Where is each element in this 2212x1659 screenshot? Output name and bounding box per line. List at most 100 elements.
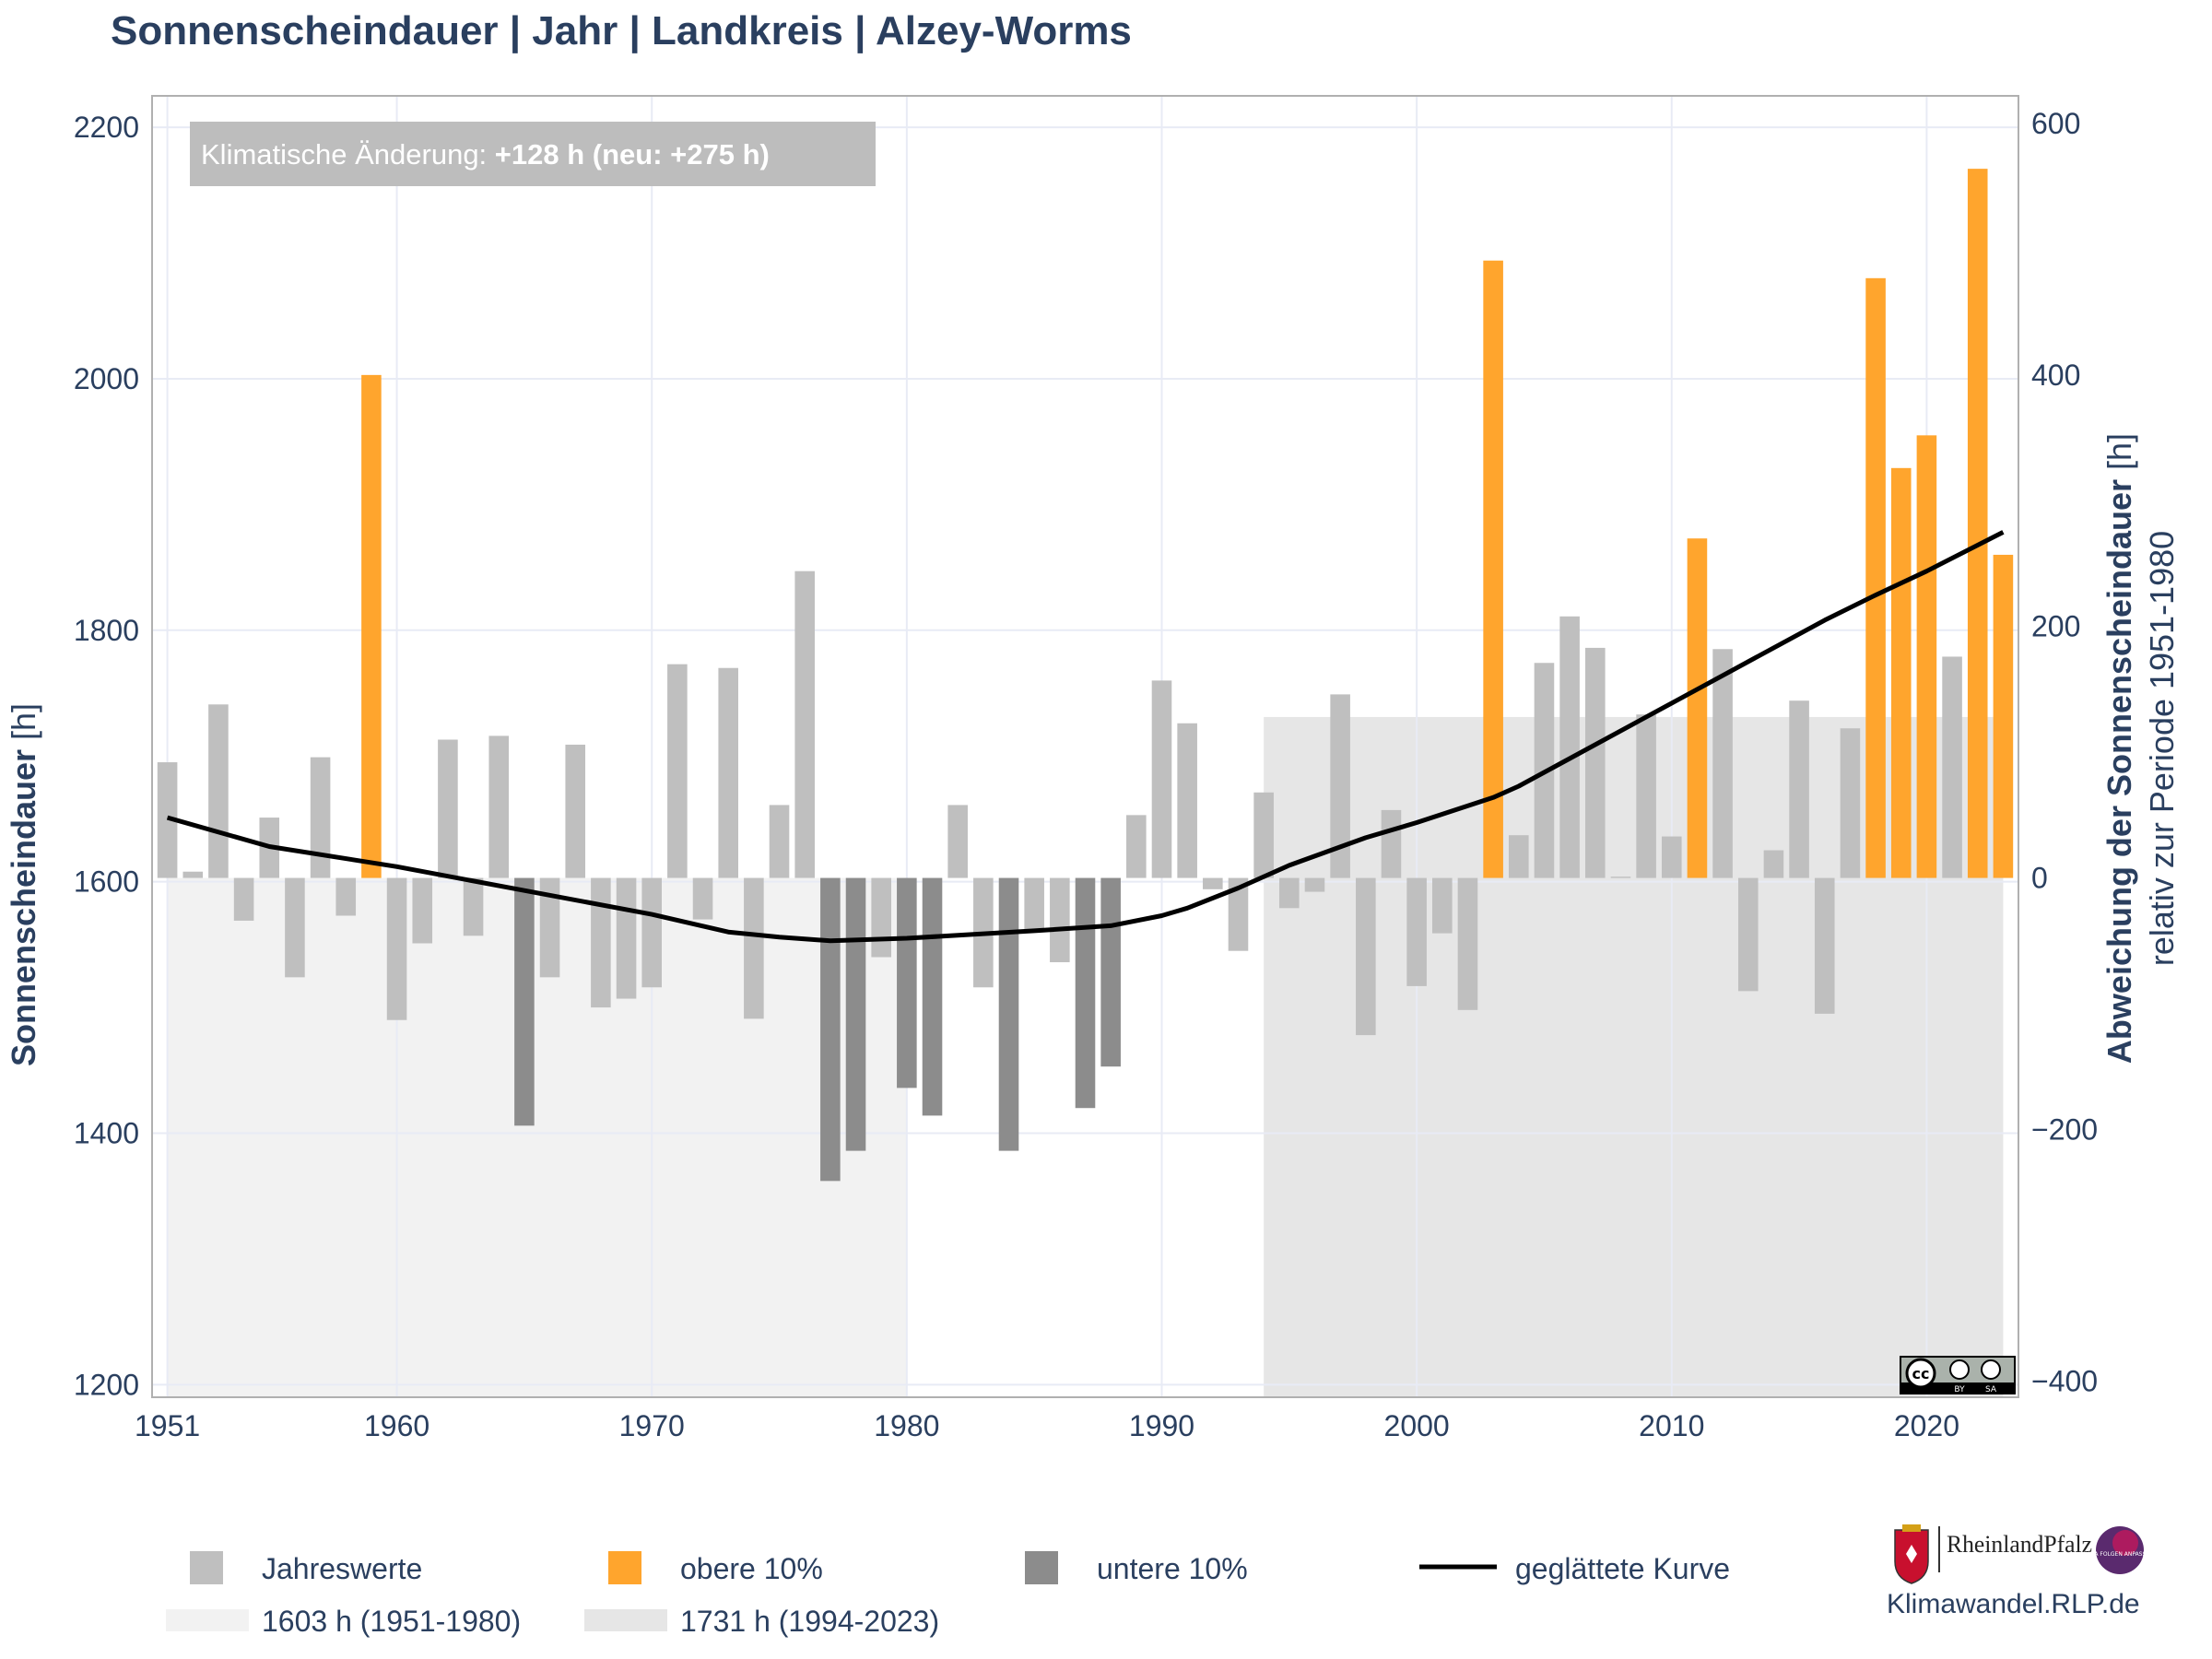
bar-2019 bbox=[1890, 467, 1912, 878]
bar-1952 bbox=[182, 871, 204, 878]
y-tick-label: 1400 bbox=[74, 1117, 139, 1150]
legend-swatch-ref1 bbox=[166, 1609, 249, 1631]
y-tick-label: 2200 bbox=[74, 111, 139, 144]
bar-1996 bbox=[1304, 877, 1325, 892]
bar-1961 bbox=[412, 877, 433, 944]
by-icon bbox=[1949, 1359, 1970, 1380]
y-axis-ticks: 1200 1400 1600 1800 2000 2200 bbox=[74, 111, 139, 1401]
bar-2000 bbox=[1406, 877, 1427, 986]
bar-1985 bbox=[1024, 877, 1044, 930]
bar-1994 bbox=[1253, 792, 1274, 878]
bar-1962 bbox=[438, 739, 458, 878]
bar-2009 bbox=[1636, 714, 1656, 878]
legend-label-upper: obere 10% bbox=[680, 1552, 823, 1585]
legend-swatch-jahreswerte bbox=[190, 1551, 223, 1584]
bar-2004 bbox=[1508, 835, 1529, 878]
bar-1976 bbox=[794, 571, 815, 878]
bar-1998 bbox=[1356, 877, 1376, 1036]
y2-axis-label: Abweichung der Sonnenscheindauer [h] bbox=[2100, 433, 2138, 1064]
bar-1979 bbox=[871, 877, 891, 958]
bar-2021 bbox=[1942, 656, 1962, 878]
bar-2018 bbox=[1865, 277, 1886, 878]
bar-1963 bbox=[463, 877, 484, 936]
bar-2007 bbox=[1584, 647, 1606, 878]
bar-1958 bbox=[335, 877, 357, 916]
y2-tick-label: 0 bbox=[2031, 862, 2048, 895]
bar-2015 bbox=[1789, 700, 1809, 878]
legend-label-ref1: 1603 h (1951-1980) bbox=[262, 1605, 521, 1638]
bar-1989 bbox=[1126, 815, 1147, 878]
bar-2003 bbox=[1483, 260, 1503, 878]
sa-icon bbox=[1981, 1359, 2001, 1380]
bar-1986 bbox=[1050, 877, 1070, 962]
annotation-box bbox=[190, 122, 876, 186]
bar-1984 bbox=[998, 877, 1019, 1151]
bar-1965 bbox=[514, 877, 535, 1126]
legend-swatch-ref2 bbox=[584, 1609, 667, 1631]
x-tick-label: 1970 bbox=[619, 1409, 685, 1442]
bar-1992 bbox=[1203, 877, 1223, 889]
x-tick-label: 1980 bbox=[874, 1409, 939, 1442]
y2-tick-label: −200 bbox=[2031, 1112, 2098, 1146]
bar-2020 bbox=[1916, 435, 1937, 878]
bar-1959 bbox=[361, 374, 382, 878]
bar-1956 bbox=[285, 877, 305, 978]
y2-axis-sublabel: relativ zur Periode 1951-1980 bbox=[2143, 531, 2181, 966]
bar-1967 bbox=[565, 744, 586, 878]
bar-1991 bbox=[1177, 723, 1197, 878]
smoothed-curve bbox=[166, 530, 2005, 944]
y2-tick-label: 200 bbox=[2031, 610, 2080, 643]
x-tick-label: 2020 bbox=[1894, 1409, 1959, 1442]
x-tick-label: 2010 bbox=[1639, 1409, 1704, 1442]
y-tick-label: 1800 bbox=[74, 614, 139, 647]
bar-1971 bbox=[667, 664, 688, 878]
bar-2017 bbox=[1840, 728, 1861, 878]
bar-1964 bbox=[488, 735, 510, 878]
x-axis-ticks: 1951 1960 1970 1980 1990 2000 2010 2020 bbox=[135, 1409, 1959, 1442]
bar-2006 bbox=[1559, 616, 1580, 878]
y2-tick-label: −400 bbox=[2031, 1364, 2098, 1397]
legend: Jahreswerte obere 10% untere 10% geglätt… bbox=[166, 1551, 1730, 1638]
bar-1999 bbox=[1381, 809, 1402, 878]
bar-1970 bbox=[641, 877, 663, 988]
bar-2013 bbox=[1737, 877, 1759, 992]
y2-tick-label: 400 bbox=[2031, 359, 2080, 392]
y-axis-label: Sonnenscheindauer [h] bbox=[5, 703, 42, 1066]
reference-period-1 bbox=[167, 877, 907, 1397]
bar-1969 bbox=[616, 877, 637, 999]
bar-1960 bbox=[386, 877, 407, 1020]
bar-1995 bbox=[1279, 877, 1300, 909]
bar-1988 bbox=[1100, 877, 1121, 1067]
bar-1974 bbox=[744, 877, 764, 1019]
bar-1975 bbox=[769, 805, 790, 878]
legend-label-curve: geglättete Kurve bbox=[1515, 1552, 1730, 1585]
plot-frame bbox=[151, 95, 2019, 1398]
x-tick-label: 1960 bbox=[364, 1409, 429, 1442]
y-tick-label: 1600 bbox=[74, 865, 139, 899]
bar-1972 bbox=[692, 877, 713, 920]
rlp-wordmark: RheinlandPfalz bbox=[1947, 1531, 2092, 1558]
bar-2001 bbox=[1432, 877, 1453, 934]
bars bbox=[157, 169, 2014, 1182]
climate-change-annotation: Klimatische Änderung: +128 h (neu: +275 … bbox=[201, 138, 770, 171]
bar-2023 bbox=[1993, 554, 2014, 878]
x-tick-label: 1951 bbox=[135, 1409, 200, 1442]
bar-1953 bbox=[208, 704, 229, 878]
cc-license-badge: cc BY SA bbox=[1900, 1356, 2016, 1394]
bar-2002 bbox=[1457, 877, 1478, 1010]
legend-swatch-upper bbox=[608, 1551, 641, 1584]
website-link[interactable]: Klimawandel.RLP.de bbox=[1887, 1589, 2140, 1619]
bar-1977 bbox=[820, 877, 841, 1182]
bar-1954 bbox=[233, 877, 254, 921]
legend-swatch-lower bbox=[1025, 1551, 1058, 1584]
smoothed-curve-layer bbox=[166, 530, 2005, 944]
bar-2010 bbox=[1661, 836, 1682, 878]
bar-2016 bbox=[1814, 877, 1835, 1014]
svg-text:BY: BY bbox=[1954, 1385, 1965, 1394]
bar-1981 bbox=[922, 877, 943, 1116]
bar-1980 bbox=[897, 877, 917, 1088]
bar-1982 bbox=[947, 805, 968, 878]
y2-axis-ticks: −400 −200 0 200 400 600 bbox=[2031, 107, 2098, 1397]
x-tick-label: 2000 bbox=[1384, 1409, 1450, 1442]
bar-1968 bbox=[591, 877, 611, 1008]
